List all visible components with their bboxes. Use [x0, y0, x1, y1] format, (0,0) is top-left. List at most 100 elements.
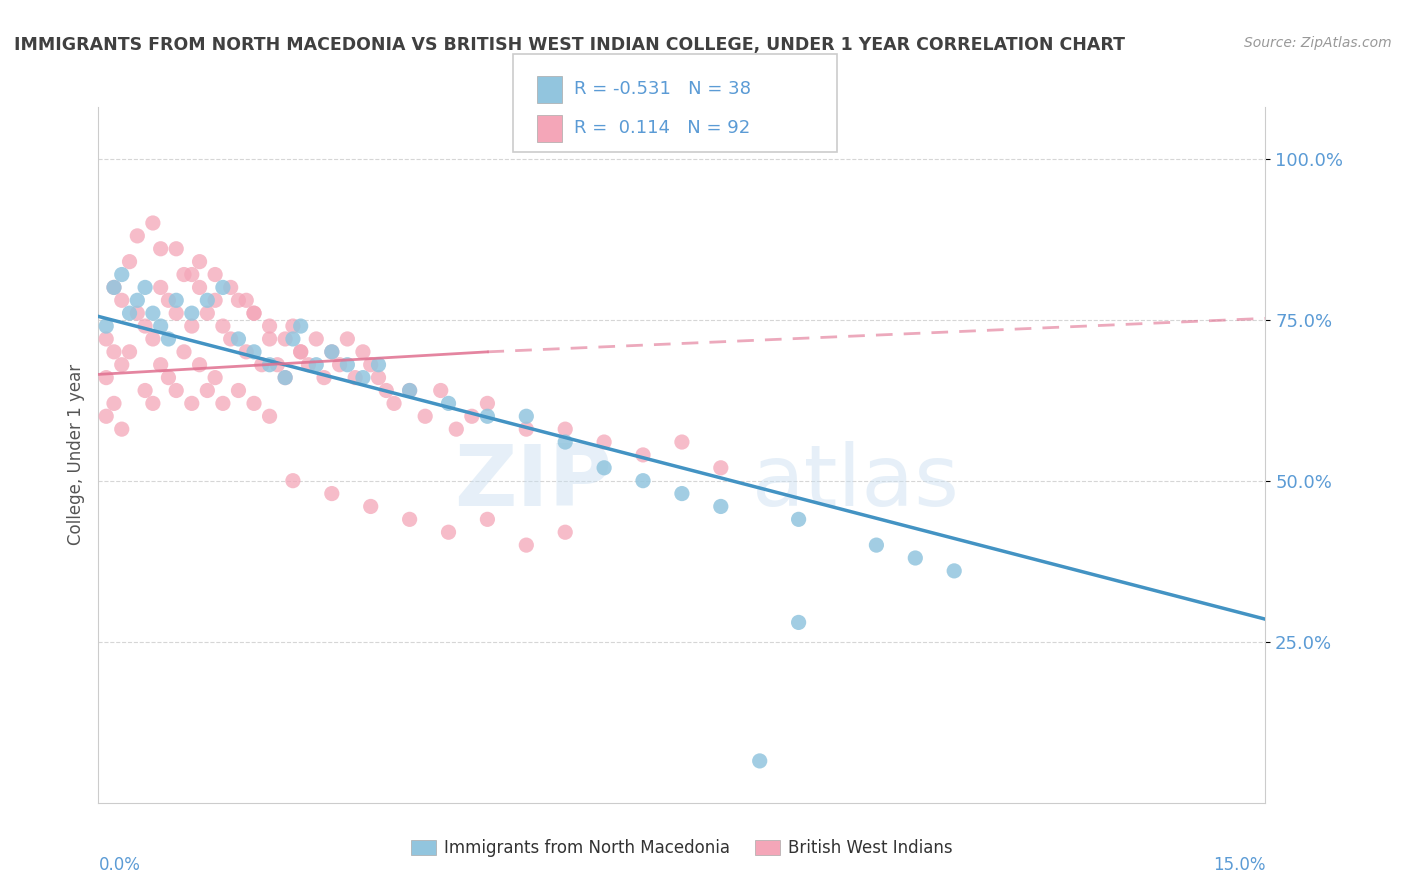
Point — [219, 280, 242, 294]
Text: IMMIGRANTS FROM NORTH MACEDONIA VS BRITISH WEST INDIAN COLLEGE, UNDER 1 YEAR COR: IMMIGRANTS FROM NORTH MACEDONIA VS BRITI… — [14, 36, 1125, 54]
Point — [631, 474, 654, 488]
Point — [446, 422, 468, 436]
Point — [134, 319, 156, 334]
Point — [188, 254, 211, 268]
Point — [437, 396, 460, 410]
Point — [165, 306, 187, 320]
Point — [127, 306, 149, 320]
Point — [461, 409, 484, 424]
Point — [398, 512, 420, 526]
Point — [943, 564, 966, 578]
Point — [305, 358, 328, 372]
Point — [149, 358, 172, 372]
Point — [429, 384, 451, 398]
Point — [149, 280, 172, 294]
Point — [180, 396, 202, 410]
Point — [437, 525, 460, 540]
Point — [103, 280, 125, 294]
Point — [212, 280, 235, 294]
Point — [157, 370, 180, 384]
Point — [96, 332, 118, 346]
Point — [477, 409, 499, 424]
Point — [413, 409, 436, 424]
Text: 15.0%: 15.0% — [1213, 855, 1265, 873]
Y-axis label: College, Under 1 year: College, Under 1 year — [66, 364, 84, 546]
Point — [329, 358, 352, 372]
Point — [321, 344, 343, 359]
Point — [219, 332, 242, 346]
Point — [111, 358, 134, 372]
Point — [382, 396, 405, 410]
Point — [593, 460, 616, 475]
Point — [103, 280, 125, 294]
Point — [398, 384, 420, 398]
Point — [96, 409, 118, 424]
Point — [515, 538, 537, 552]
Text: Source: ZipAtlas.com: Source: ZipAtlas.com — [1244, 36, 1392, 50]
Point — [398, 384, 420, 398]
Point — [142, 332, 165, 346]
Point — [305, 332, 328, 346]
Point — [367, 370, 389, 384]
Point — [188, 280, 211, 294]
Point — [204, 293, 226, 308]
Point — [228, 384, 250, 398]
Point — [281, 319, 304, 334]
Point — [204, 370, 226, 384]
Point — [103, 396, 125, 410]
Point — [787, 615, 810, 630]
Point — [360, 500, 382, 514]
Point — [195, 306, 218, 320]
Text: 0.0%: 0.0% — [98, 855, 141, 873]
Point — [344, 370, 367, 384]
Point — [142, 306, 165, 320]
Point — [259, 319, 281, 334]
Point — [710, 500, 733, 514]
Point — [243, 306, 266, 320]
Point — [274, 370, 297, 384]
Point — [195, 384, 218, 398]
Point — [228, 332, 250, 346]
Point — [157, 293, 180, 308]
Point — [180, 306, 202, 320]
Point — [360, 358, 382, 372]
Point — [259, 358, 281, 372]
Point — [290, 344, 312, 359]
Text: R = -0.531   N = 38: R = -0.531 N = 38 — [574, 80, 751, 98]
Point — [180, 268, 202, 282]
Point — [281, 474, 304, 488]
Point — [515, 422, 537, 436]
Point — [173, 344, 195, 359]
Point — [173, 268, 195, 282]
Point — [165, 293, 187, 308]
Point — [134, 384, 156, 398]
Point — [321, 344, 343, 359]
Point — [188, 358, 211, 372]
Point — [297, 358, 319, 372]
Point — [250, 358, 273, 372]
Point — [204, 268, 226, 282]
Point — [710, 460, 733, 475]
Point — [235, 293, 257, 308]
Point — [243, 306, 266, 320]
Point — [375, 384, 398, 398]
Point — [336, 358, 359, 372]
Point — [165, 242, 187, 256]
Point — [149, 319, 172, 334]
Point — [118, 306, 141, 320]
Point — [554, 422, 576, 436]
Point — [111, 293, 134, 308]
Point — [266, 358, 288, 372]
Point — [554, 525, 576, 540]
Point — [180, 319, 202, 334]
Point — [281, 332, 304, 346]
Point — [290, 319, 312, 334]
Point — [127, 293, 149, 308]
Point — [259, 409, 281, 424]
Point — [243, 344, 266, 359]
Point — [118, 254, 141, 268]
Point — [865, 538, 887, 552]
Point — [96, 319, 118, 334]
Point — [157, 332, 180, 346]
Point — [243, 396, 266, 410]
